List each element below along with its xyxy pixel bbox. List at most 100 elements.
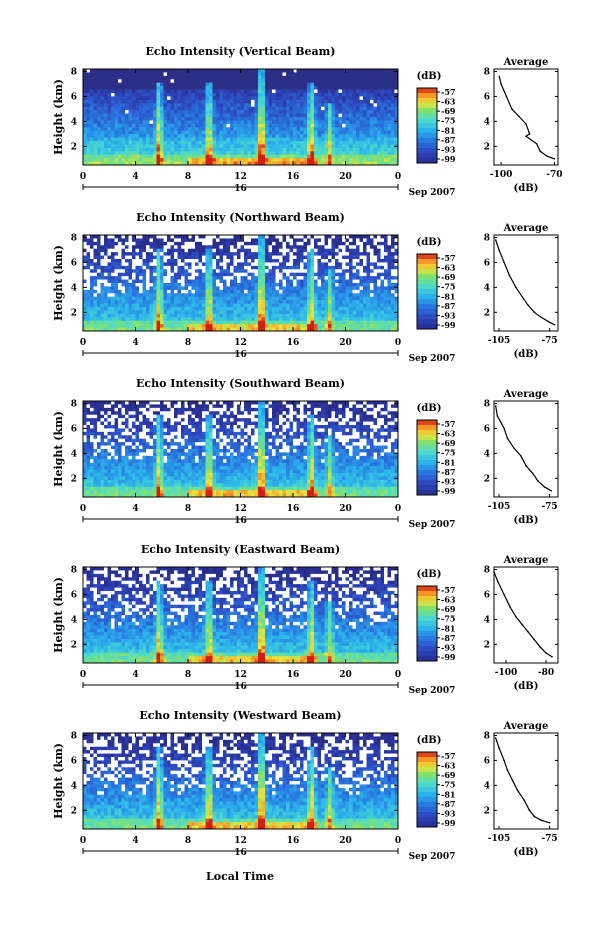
heatmap-cell bbox=[321, 134, 325, 138]
heatmap-cell bbox=[107, 283, 112, 287]
heatmap-cell bbox=[345, 265, 350, 270]
heatmap-cell bbox=[261, 262, 266, 267]
heatmap-cell bbox=[125, 147, 129, 152]
heatmap-cell bbox=[237, 141, 241, 145]
heatmap-cell bbox=[317, 262, 322, 267]
heatmap-cell bbox=[324, 137, 329, 142]
heatmap-cell bbox=[272, 96, 276, 101]
heatmap-cell bbox=[181, 79, 185, 84]
heatmap-cell bbox=[331, 296, 336, 301]
heatmap-cell bbox=[356, 307, 360, 311]
heatmap-cell bbox=[156, 110, 161, 114]
heatmap-cell bbox=[153, 324, 157, 328]
heatmap-cell bbox=[258, 313, 262, 318]
heatmap-cell bbox=[142, 106, 147, 111]
heatmap-cell bbox=[377, 279, 381, 284]
heatmap-cell bbox=[160, 252, 164, 256]
heatmap-cell bbox=[338, 82, 343, 87]
heatmap-cell bbox=[345, 147, 350, 152]
heatmap-cell bbox=[342, 117, 346, 121]
heatmap-cell bbox=[237, 238, 241, 243]
heatmap-cell bbox=[314, 303, 318, 308]
heatmap-cell bbox=[125, 259, 129, 263]
heatmap-cell bbox=[237, 272, 241, 277]
heatmap-cell bbox=[163, 96, 168, 101]
heatmap-cell bbox=[100, 130, 105, 135]
heatmap-cell bbox=[83, 293, 87, 298]
heatmap-cell bbox=[205, 320, 210, 325]
heatmap-cell bbox=[254, 161, 259, 166]
heatmap-cell bbox=[247, 72, 252, 77]
heatmap-cell bbox=[272, 296, 276, 301]
heatmap-cell bbox=[219, 300, 224, 304]
heatmap-cell bbox=[142, 269, 147, 274]
heatmap-cell bbox=[324, 99, 329, 104]
heatmap-cell bbox=[128, 134, 133, 138]
heatmap-cell bbox=[184, 75, 189, 80]
heatmap-cell bbox=[258, 320, 262, 325]
heatmap-cell bbox=[387, 286, 392, 291]
colorbar-segment bbox=[417, 143, 437, 149]
heatmap-cell bbox=[135, 262, 140, 267]
heatmap-cell bbox=[212, 123, 217, 128]
heatmap-cell bbox=[366, 289, 371, 294]
heatmap-cell bbox=[352, 317, 357, 322]
heatmap-cell bbox=[219, 307, 224, 311]
heatmap-cell bbox=[384, 110, 388, 114]
heatmap-cell bbox=[384, 151, 388, 156]
panel-title: Echo Intensity (Vertical Beam) bbox=[145, 45, 335, 58]
heatmap-cell bbox=[209, 300, 213, 304]
heatmap-cell bbox=[310, 252, 315, 256]
heatmap-cell bbox=[370, 265, 374, 270]
heatmap-cell bbox=[254, 255, 259, 260]
heatmap-cell bbox=[307, 241, 311, 246]
heatmap-cell bbox=[251, 259, 255, 263]
heatmap-cell bbox=[286, 289, 290, 294]
heatmap-cell bbox=[216, 238, 220, 243]
heatmap-cell bbox=[352, 103, 357, 108]
heatmap-cell bbox=[111, 289, 115, 294]
heatmap-cell bbox=[331, 134, 336, 138]
heatmap-cell bbox=[97, 235, 101, 239]
heatmap-cell bbox=[142, 127, 147, 132]
heatmap-cell bbox=[366, 161, 371, 166]
heatmap-cell bbox=[219, 72, 224, 77]
heatmap-cell bbox=[247, 248, 252, 253]
heatmap-cell bbox=[202, 293, 206, 298]
heatmap-cell bbox=[303, 276, 308, 280]
heatmap-cell bbox=[209, 103, 213, 108]
heatmap-cell bbox=[184, 272, 189, 277]
heatmap-cell bbox=[177, 161, 182, 166]
heatmap-cell bbox=[384, 123, 388, 128]
heatmap-cell bbox=[167, 241, 171, 246]
heatmap-cell bbox=[272, 262, 276, 267]
heatmap-cell bbox=[97, 86, 101, 90]
heatmap-cell bbox=[300, 86, 304, 90]
heatmap-cell bbox=[328, 96, 332, 101]
heatmap-cell bbox=[261, 161, 266, 166]
heatmap-cell bbox=[156, 296, 161, 301]
heatmap-cell bbox=[86, 310, 91, 315]
heatmap-cell bbox=[132, 265, 136, 270]
heatmap-cell bbox=[132, 144, 136, 149]
heatmap-cell bbox=[93, 272, 98, 277]
heatmap-cell bbox=[251, 276, 255, 280]
heatmap-cell bbox=[223, 151, 227, 156]
heatmap-cell bbox=[265, 113, 269, 118]
heatmap-cell bbox=[237, 320, 241, 325]
heatmap-cell bbox=[300, 286, 304, 291]
heatmap-cell bbox=[146, 93, 150, 97]
heatmap-cell bbox=[212, 141, 217, 145]
heatmap-cell bbox=[328, 272, 332, 277]
heatmap-cell bbox=[202, 158, 206, 162]
heatmap-cell bbox=[338, 130, 343, 135]
heatmap-cell bbox=[233, 241, 238, 246]
heatmap-cell bbox=[107, 300, 112, 304]
heatmap-cell bbox=[230, 106, 234, 111]
heatmap-cell bbox=[205, 272, 210, 277]
heatmap-cell bbox=[303, 96, 308, 101]
heatmap-cell bbox=[342, 93, 346, 97]
heatmap-cell bbox=[216, 317, 220, 322]
heatmap-cell bbox=[139, 279, 143, 284]
heatmap-cell bbox=[247, 296, 252, 301]
